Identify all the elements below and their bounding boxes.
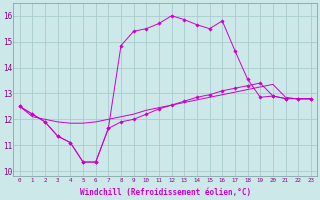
X-axis label: Windchill (Refroidissement éolien,°C): Windchill (Refroidissement éolien,°C): [80, 188, 251, 197]
